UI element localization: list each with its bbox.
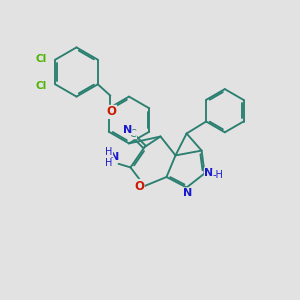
Text: N: N: [123, 124, 132, 135]
Text: N: N: [110, 152, 119, 162]
Text: N: N: [205, 168, 214, 178]
Text: Cl: Cl: [35, 80, 47, 91]
Text: C: C: [130, 129, 136, 139]
Text: O: O: [134, 179, 144, 193]
Text: Cl: Cl: [35, 53, 47, 64]
Text: -H: -H: [213, 169, 224, 180]
Text: H: H: [105, 147, 112, 157]
Text: H: H: [105, 158, 112, 168]
Text: N: N: [183, 188, 192, 198]
Text: O: O: [106, 105, 117, 119]
